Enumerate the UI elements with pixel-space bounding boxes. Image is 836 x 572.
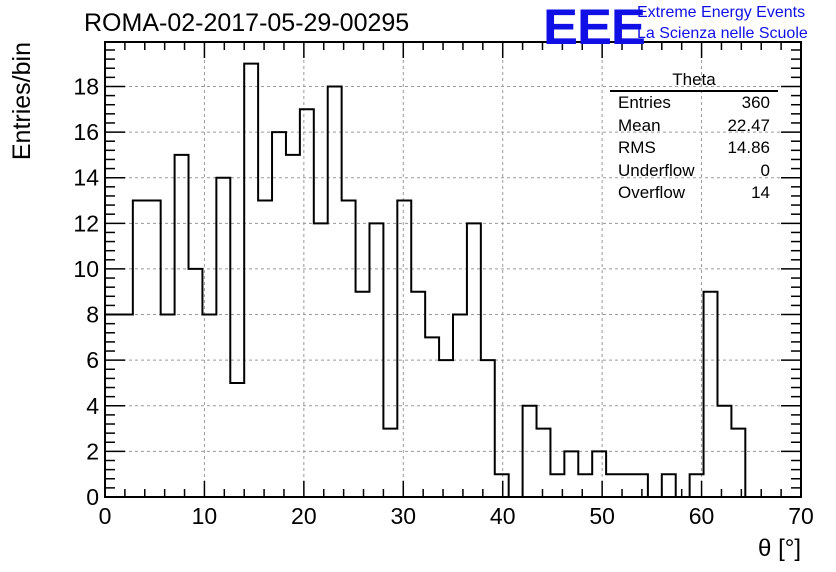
y-tick-label: 16 <box>73 119 99 145</box>
stats-row-overflow: Overflow 14 <box>610 182 778 205</box>
x-tick-label: 20 <box>291 503 317 529</box>
stats-value: 14 <box>751 183 770 202</box>
stats-value: 14.86 <box>727 138 770 157</box>
stats-label: Underflow <box>618 160 695 180</box>
x-tick-label: 70 <box>788 503 814 529</box>
stats-label: Overflow <box>618 183 686 202</box>
eee-tagline-2: La Scienza nelle Scuole <box>637 25 808 42</box>
y-tick-label: 0 <box>86 484 99 510</box>
x-tick-label: 10 <box>192 503 218 529</box>
y-tick-label: 10 <box>73 256 99 282</box>
y-tick-label: 4 <box>86 393 99 419</box>
histogram-step-line <box>104 62 801 498</box>
stats-row-mean: Mean 22.47 <box>610 115 778 138</box>
axis-ticks <box>104 42 802 498</box>
stats-row-underflow: Underflow 0 <box>610 160 778 183</box>
eee-tagline-1: Extreme Energy Events <box>637 4 806 21</box>
tick-labels: 0 10 20 30 40 50 60 70 0 2 4 6 8 10 12 14 16 18 <box>73 73 813 529</box>
stats-row-rms: RMS 14.86 <box>610 137 778 160</box>
run-title: ROMA-02-2017-05-29-00295 <box>84 9 410 37</box>
stats-row-entries: Entries 360 <box>610 92 778 115</box>
stats-label: Entries <box>618 93 671 112</box>
y-tick-label: 18 <box>73 73 99 99</box>
stats-value: 0 <box>760 160 770 180</box>
x-tick-label: 0 <box>99 503 112 529</box>
stats-label: Mean <box>618 115 661 135</box>
stats-value: 22.47 <box>727 115 770 135</box>
stats-value: 360 <box>741 93 770 112</box>
y-axis-label: Entries/bin <box>8 42 36 160</box>
y-tick-label: 8 <box>86 302 99 328</box>
eee-logo: EEE <box>543 0 646 55</box>
x-tick-label: 60 <box>689 503 715 529</box>
x-tick-label: 30 <box>390 503 416 529</box>
x-tick-label: 50 <box>589 503 615 529</box>
y-tick-label: 12 <box>73 210 99 236</box>
x-axis-label: θ [°] <box>758 535 801 562</box>
stats-title: Theta <box>610 70 778 92</box>
y-tick-label: 6 <box>86 347 99 373</box>
y-tick-label: 14 <box>73 165 99 191</box>
x-tick-label: 40 <box>490 503 516 529</box>
stats-label: RMS <box>618 138 656 157</box>
y-tick-label: 2 <box>86 438 99 464</box>
stats-box: Theta Entries 360 Mean 22.47 RMS 14.86 U… <box>610 70 778 205</box>
